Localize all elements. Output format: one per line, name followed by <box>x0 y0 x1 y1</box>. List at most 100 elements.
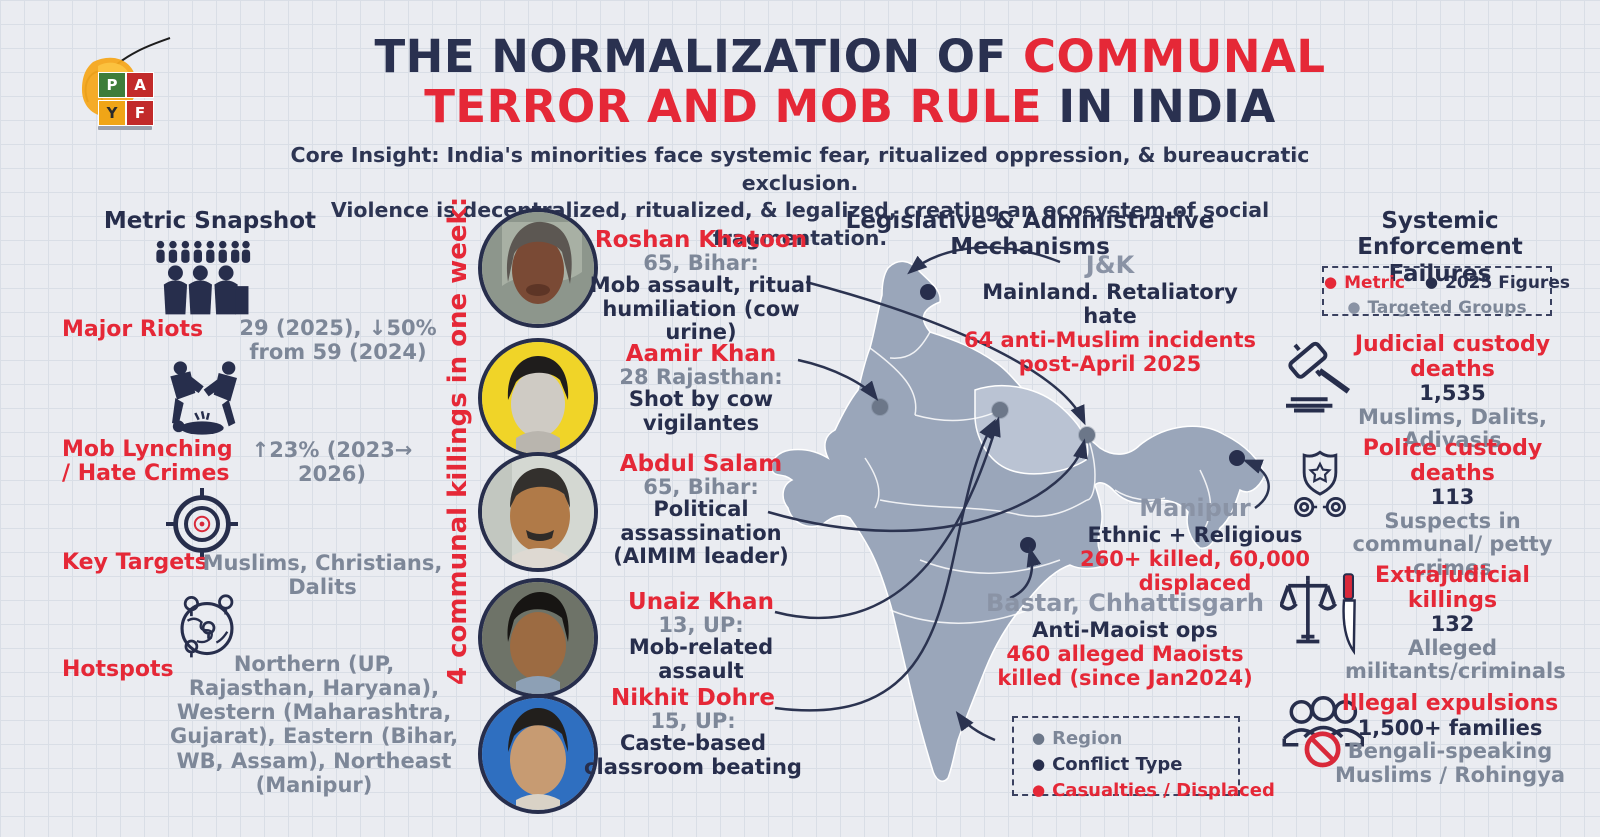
victim-abdul: Abdul Salam 65, Bihar: Political assassi… <box>586 452 816 569</box>
callout-arrows <box>767 246 1270 742</box>
map-legend: ● Region ● Conflict Type ● Casualties / Dis… <box>1012 716 1275 801</box>
logo-letter-a: A <box>126 72 154 98</box>
title-line1: THE NORMALIZATION OF COMMUNAL <box>374 30 1326 83</box>
payf-logo: P A Y F <box>58 32 178 137</box>
title-line2: TERROR AND MOB RULE IN INDIA <box>424 80 1276 134</box>
metric-label-major-riots: Major Riots <box>62 317 204 342</box>
figures-dot: ● <box>1424 273 1438 291</box>
callout-region: Manipur <box>1139 494 1251 522</box>
enforcement-groups: Alleged militants/criminals <box>1345 635 1566 684</box>
victim-desc: Mob-related assault <box>628 635 774 683</box>
conflict-dot: ● <box>1032 755 1046 774</box>
callout-jk: J&K Mainland. Retaliatory hate 64 anti-M… <box>955 251 1265 377</box>
callout-region: J&K <box>1085 251 1135 279</box>
metric-value-major-riots: 29 (2025), ↓50% from 59 (2024) <box>239 316 437 365</box>
enforcement-figure: 132 <box>1430 612 1475 637</box>
victims-vertical-label: 4 communal killings in one week: <box>443 196 473 685</box>
scales-knife-icon <box>1280 573 1356 656</box>
enforcement-groups: Muslims, Dalits, Adivasis <box>1358 404 1547 453</box>
victim-nikhit: Nikhit Dohre 15, UP: Caste-based classro… <box>578 686 808 779</box>
victim-desc: Caste-based classroom beating <box>584 731 802 779</box>
gavel-icon <box>1286 341 1351 413</box>
callout-region: Bastar, Chhattisgarh <box>986 589 1264 617</box>
victim-meta: 28 Rajasthan: <box>619 365 783 390</box>
crowd-icon <box>156 240 251 315</box>
metric-label-mob-lynching: Mob Lynching / Hate Crimes <box>62 437 233 487</box>
metric-label-key-targets: Key Targets <box>62 550 208 575</box>
victim-unaiz: Unaiz Khan 13, UP: Mob-related assault <box>586 590 816 683</box>
victim-meta: 65, Bihar: <box>643 475 759 500</box>
callout-bastar: Bastar, Chhattisgarh Anti-Maoist ops 460… <box>975 589 1275 690</box>
victim-meta: 15, UP: <box>650 709 736 734</box>
legend-conflict-row: ● Conflict Type <box>1032 754 1183 776</box>
metric-snapshot-heading: Metric Snapshot <box>103 208 317 234</box>
logo-letter-f: F <box>126 100 154 126</box>
enforcement-figure: 1,535 <box>1419 381 1486 406</box>
victim-meta: 13, UP: <box>658 613 744 638</box>
callout-stat: 64 anti-Muslim incidents post-April 2025 <box>963 327 1257 377</box>
victim-photo-roshan <box>478 208 598 328</box>
legend-region-row: ● Region <box>1032 728 1123 749</box>
logo-letter-y: Y <box>98 100 126 126</box>
logo-letter-tiles: P A Y F <box>98 72 154 126</box>
victim-photo-nikhit <box>478 694 598 814</box>
victim-photo-aamir <box>478 338 598 458</box>
enforcement-legend: ● Metric ● 2025 Figures ● Targeted Groups <box>1322 266 1570 318</box>
map-heading: Legislative & Administrative Mechanisms <box>845 208 1215 260</box>
victim-aamir: Aamir Khan 28 Rajasthan: Shot by cow vig… <box>586 342 816 435</box>
callout-type: Ethnic + Religious <box>1087 522 1303 547</box>
victim-name: Unaiz Khan <box>628 589 774 615</box>
india-outline <box>770 260 1266 782</box>
victim-name: Abdul Salam <box>619 451 783 477</box>
casualties-dot: ● <box>1032 781 1046 800</box>
enforcement-heading: Systemic Enforcement Failures <box>1357 208 1523 287</box>
callout-type: Mainland. Retaliatory hate <box>982 279 1238 328</box>
callout-stat: 460 alleged Maoists killed (since Jan202… <box>997 641 1253 690</box>
metric-label-hotspots: Hotspots <box>62 657 174 682</box>
victim-desc: Shot by cow vigilantes <box>628 387 774 435</box>
page-title: THE NORMALIZATION OF COMMUNAL TERROR AND… <box>300 30 1400 134</box>
victim-meta: 65, Bihar: <box>643 251 759 276</box>
enforcement-expulsions: Illegal expulsions 1,500+ families Benga… <box>1330 691 1570 787</box>
metric-dot: ● <box>1324 273 1338 291</box>
enforcement-police: Police custody deaths 113 Suspects in co… <box>1345 436 1560 580</box>
enforcement-judicial: Judicial custody deaths 1,535 Muslims, D… <box>1345 332 1560 453</box>
callout-stat: 260+ killed, 60,000 displaced <box>1080 546 1310 595</box>
enforcement-metric: Police custody deaths <box>1362 436 1543 486</box>
victim-name: Nikhit Dohre <box>611 685 775 711</box>
victim-name: Roshan Khatoon <box>594 227 808 253</box>
globe-pins-icon <box>180 594 234 658</box>
victim-desc: Political assassination (AIMIM leader) <box>613 497 789 569</box>
enforcement-legend-row2: ● Targeted Groups <box>1347 297 1527 318</box>
metric-value-mob-lynching: ↑23% (2023→ 2026) <box>251 438 413 487</box>
expulsion-icon <box>1282 696 1364 768</box>
callout-manipur: Manipur Ethnic + Religious 260+ killed, … <box>1065 494 1325 595</box>
enforcement-figure: 1,500+ families <box>1357 715 1543 740</box>
enforcement-extrajudicial: Extrajudicial killings 132 Alleged milit… <box>1345 563 1566 684</box>
enforcement-groups: Suspects in communal/ petty crimes <box>1352 508 1553 580</box>
enforcement-metric: Judicial custody deaths <box>1354 332 1551 382</box>
enforcement-legend-row1: ● Metric ● 2025 Figures <box>1324 273 1570 293</box>
victim-photo-abdul <box>478 452 598 572</box>
enforcement-figure: 113 <box>1430 485 1475 510</box>
enforcement-groups: Bengali-speaking Muslims / Rohingya <box>1334 739 1565 787</box>
groups-dot: ● <box>1347 297 1361 316</box>
state-borders <box>864 331 1212 624</box>
callout-type: Anti-Maoist ops <box>1032 617 1218 642</box>
badge-handcuffs-icon <box>1294 450 1346 518</box>
enforcement-metric: Extrajudicial killings <box>1375 563 1530 613</box>
mob-beating-icon <box>170 361 237 435</box>
logo-letter-p: P <box>98 72 126 98</box>
victim-roshan: Roshan Khatoon 65, Bihar: Mob assault, r… <box>586 228 816 345</box>
victim-desc: Mob assault, ritual humiliation (cow uri… <box>589 273 813 345</box>
core-insight: Core Insight: India's minorities face sy… <box>290 143 1310 251</box>
target-icon <box>166 488 238 560</box>
enforcement-metric: Illegal expulsions <box>1341 691 1559 716</box>
metric-value-hotspots: Northern (UP, Rajasthan, Haryana), Weste… <box>169 652 459 797</box>
logo-tagline-bar <box>98 126 152 130</box>
legend-casualties-row: ● Casualties / Displaced <box>1032 780 1275 802</box>
region-dot: ● <box>1032 729 1046 747</box>
victim-photo-unaiz <box>478 578 598 698</box>
